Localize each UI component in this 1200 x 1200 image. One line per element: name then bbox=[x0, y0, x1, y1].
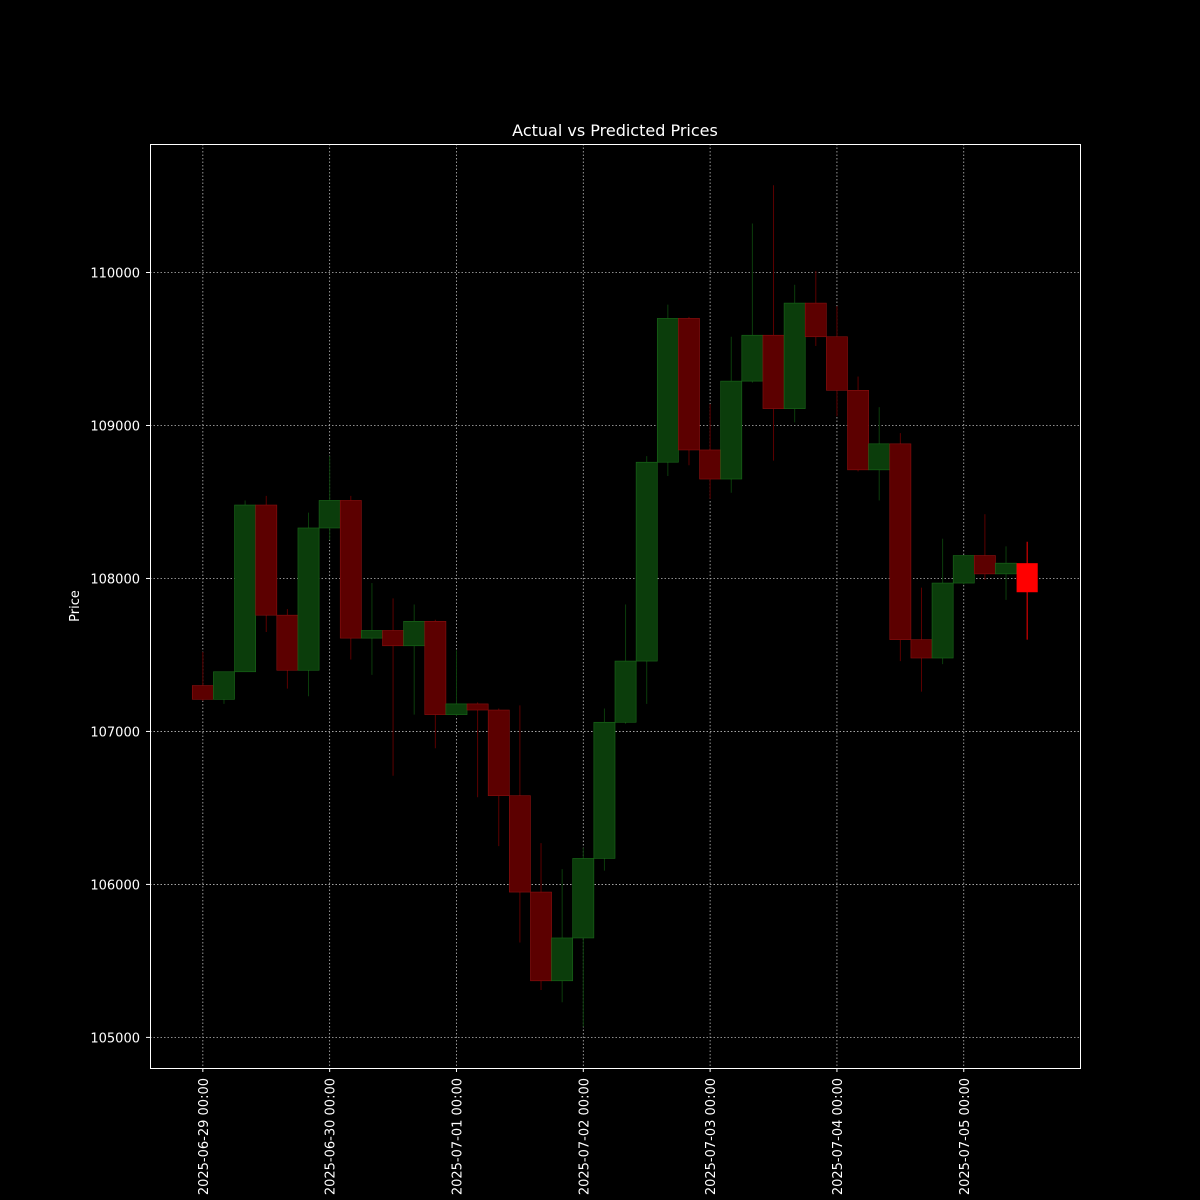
candle-body bbox=[530, 891, 552, 982]
candle-body bbox=[466, 703, 489, 711]
candle-body bbox=[910, 639, 933, 659]
candle-body bbox=[614, 660, 637, 723]
y-tick-label: 110000 bbox=[90, 267, 140, 282]
candle-body bbox=[255, 504, 278, 616]
candle-body bbox=[868, 443, 891, 471]
y-axis-label: Price bbox=[68, 590, 83, 622]
candle-body bbox=[889, 443, 912, 640]
x-tick-label: 2025-06-30 00:00 bbox=[324, 1078, 339, 1195]
candle-body bbox=[741, 334, 764, 382]
y-tick-label: 106000 bbox=[90, 878, 140, 893]
y-tick-label: 105000 bbox=[90, 1031, 140, 1046]
candles bbox=[191, 185, 1038, 1027]
x-tick-label: 2025-07-04 00:00 bbox=[831, 1078, 846, 1195]
chart-title: Actual vs Predicted Prices bbox=[512, 121, 718, 140]
axes-frame bbox=[150, 144, 1081, 1069]
x-tick-label: 2025-06-29 00:00 bbox=[197, 1078, 212, 1195]
candle-body bbox=[847, 389, 869, 471]
candle-body bbox=[234, 504, 256, 673]
candle-body bbox=[995, 562, 1017, 575]
candle-body bbox=[213, 671, 235, 700]
candle-body bbox=[445, 703, 468, 715]
candle-body bbox=[635, 461, 658, 662]
candle-body bbox=[318, 500, 341, 529]
grid: 105000 106000 107000 108000 109000 110000 2025… bbox=[90, 144, 1080, 1195]
candle-body bbox=[276, 614, 299, 671]
candle-body bbox=[826, 336, 848, 391]
candle-body bbox=[191, 685, 214, 700]
candle-body bbox=[382, 630, 404, 647]
candle-body bbox=[762, 334, 785, 409]
y-tick-label: 109000 bbox=[90, 419, 140, 434]
candle-body bbox=[952, 555, 975, 584]
x-tick-label: 2025-07-03 00:00 bbox=[704, 1078, 719, 1195]
y-tick-label: 107000 bbox=[90, 725, 140, 740]
candle-body bbox=[783, 302, 806, 409]
x-tick-label: 2025-07-02 00:00 bbox=[577, 1078, 592, 1195]
candle-body bbox=[699, 449, 721, 480]
candle-body bbox=[678, 318, 700, 451]
y-tick-label: 108000 bbox=[90, 572, 140, 587]
candle-body bbox=[593, 721, 616, 859]
candle-body bbox=[551, 937, 574, 982]
candle-body bbox=[361, 630, 383, 639]
candle-body bbox=[487, 709, 510, 796]
candle-body bbox=[572, 858, 595, 939]
candle-body bbox=[339, 500, 362, 639]
candle-body bbox=[974, 555, 996, 575]
predicted-candle-body bbox=[1016, 563, 1038, 593]
candle-body bbox=[804, 302, 827, 338]
candle-body bbox=[720, 380, 743, 480]
candle-body bbox=[509, 795, 531, 893]
x-tick-label: 2025-07-01 00:00 bbox=[450, 1078, 465, 1195]
candle-body bbox=[297, 527, 320, 671]
candle-body bbox=[656, 318, 679, 463]
candle-body bbox=[931, 582, 954, 659]
candle-body bbox=[403, 620, 426, 647]
candle-body bbox=[424, 620, 447, 715]
x-tick-label: 2025-07-05 00:00 bbox=[958, 1078, 973, 1195]
